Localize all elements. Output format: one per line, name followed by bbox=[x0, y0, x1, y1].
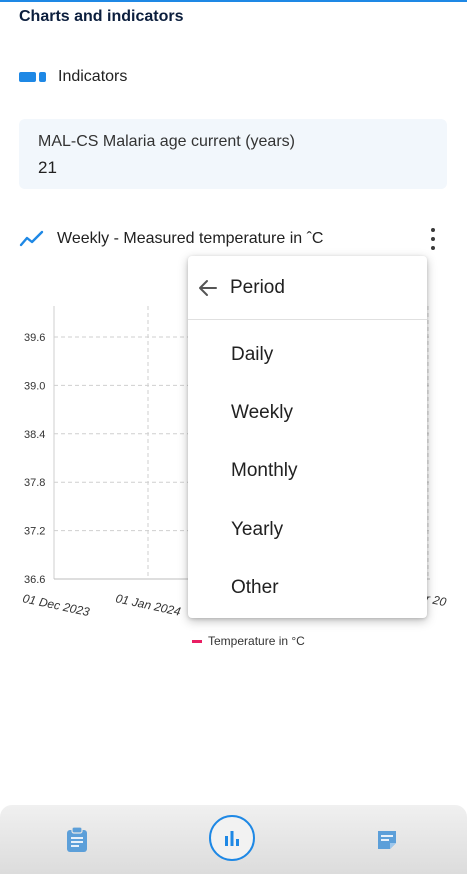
x-tick-label: 01 Jan 2024 bbox=[114, 591, 182, 618]
period-option-yearly[interactable]: Yearly bbox=[231, 519, 284, 540]
chart-title: Weekly - Measured temperature in ˆC bbox=[57, 230, 324, 247]
trend-line-icon bbox=[19, 230, 44, 247]
nav-charts[interactable] bbox=[209, 815, 255, 861]
kebab-menu-icon[interactable] bbox=[429, 228, 437, 250]
note-icon bbox=[378, 830, 396, 849]
indicator-value: 21 bbox=[38, 158, 57, 177]
x-tick-label: r 20 bbox=[424, 591, 447, 609]
legend-swatch bbox=[192, 639, 202, 643]
x-tick-label: 01 Dec 2023 bbox=[21, 591, 91, 619]
y-tick-label: 37.8 bbox=[24, 477, 45, 489]
y-tick-label: 39.0 bbox=[24, 380, 45, 392]
y-tick-label: 39.6 bbox=[24, 332, 45, 344]
arrow-back-icon[interactable] bbox=[196, 276, 220, 300]
period-menu-title: Period bbox=[230, 276, 285, 298]
period-option-monthly[interactable]: Monthly bbox=[231, 460, 298, 481]
period-menu-header[interactable]: Period bbox=[188, 256, 427, 320]
indicators-header: Indicators bbox=[19, 66, 127, 88]
bar-chart-icon bbox=[225, 831, 239, 846]
y-tick-label: 36.6 bbox=[24, 574, 45, 586]
nav-data-entry[interactable] bbox=[62, 805, 92, 874]
y-tick-label: 37.2 bbox=[24, 526, 45, 538]
clipboard-icon bbox=[67, 826, 87, 852]
period-option-weekly[interactable]: Weekly bbox=[231, 402, 293, 423]
chart-header: Weekly - Measured temperature in ˆC bbox=[19, 226, 447, 252]
indicator-name: MAL-CS Malaria age current (years) bbox=[38, 133, 295, 150]
nav-notes[interactable] bbox=[372, 805, 402, 874]
bar-indicator-icon bbox=[19, 72, 47, 82]
legend-label: Temperature in °C bbox=[208, 634, 305, 648]
section-title: Charts and indicators bbox=[19, 8, 184, 25]
indicators-label: Indicators bbox=[58, 68, 128, 85]
indicator-card: MAL-CS Malaria age current (years) 21 bbox=[19, 119, 447, 189]
period-option-daily[interactable]: Daily bbox=[231, 344, 274, 365]
chart-legend: Temperature in °C bbox=[192, 634, 305, 648]
y-tick-label: 38.4 bbox=[24, 429, 45, 441]
period-menu: Period Daily Weekly Monthly Yearly Other bbox=[188, 256, 427, 618]
top-accent-rule bbox=[0, 0, 467, 2]
period-option-other[interactable]: Other bbox=[231, 577, 279, 598]
